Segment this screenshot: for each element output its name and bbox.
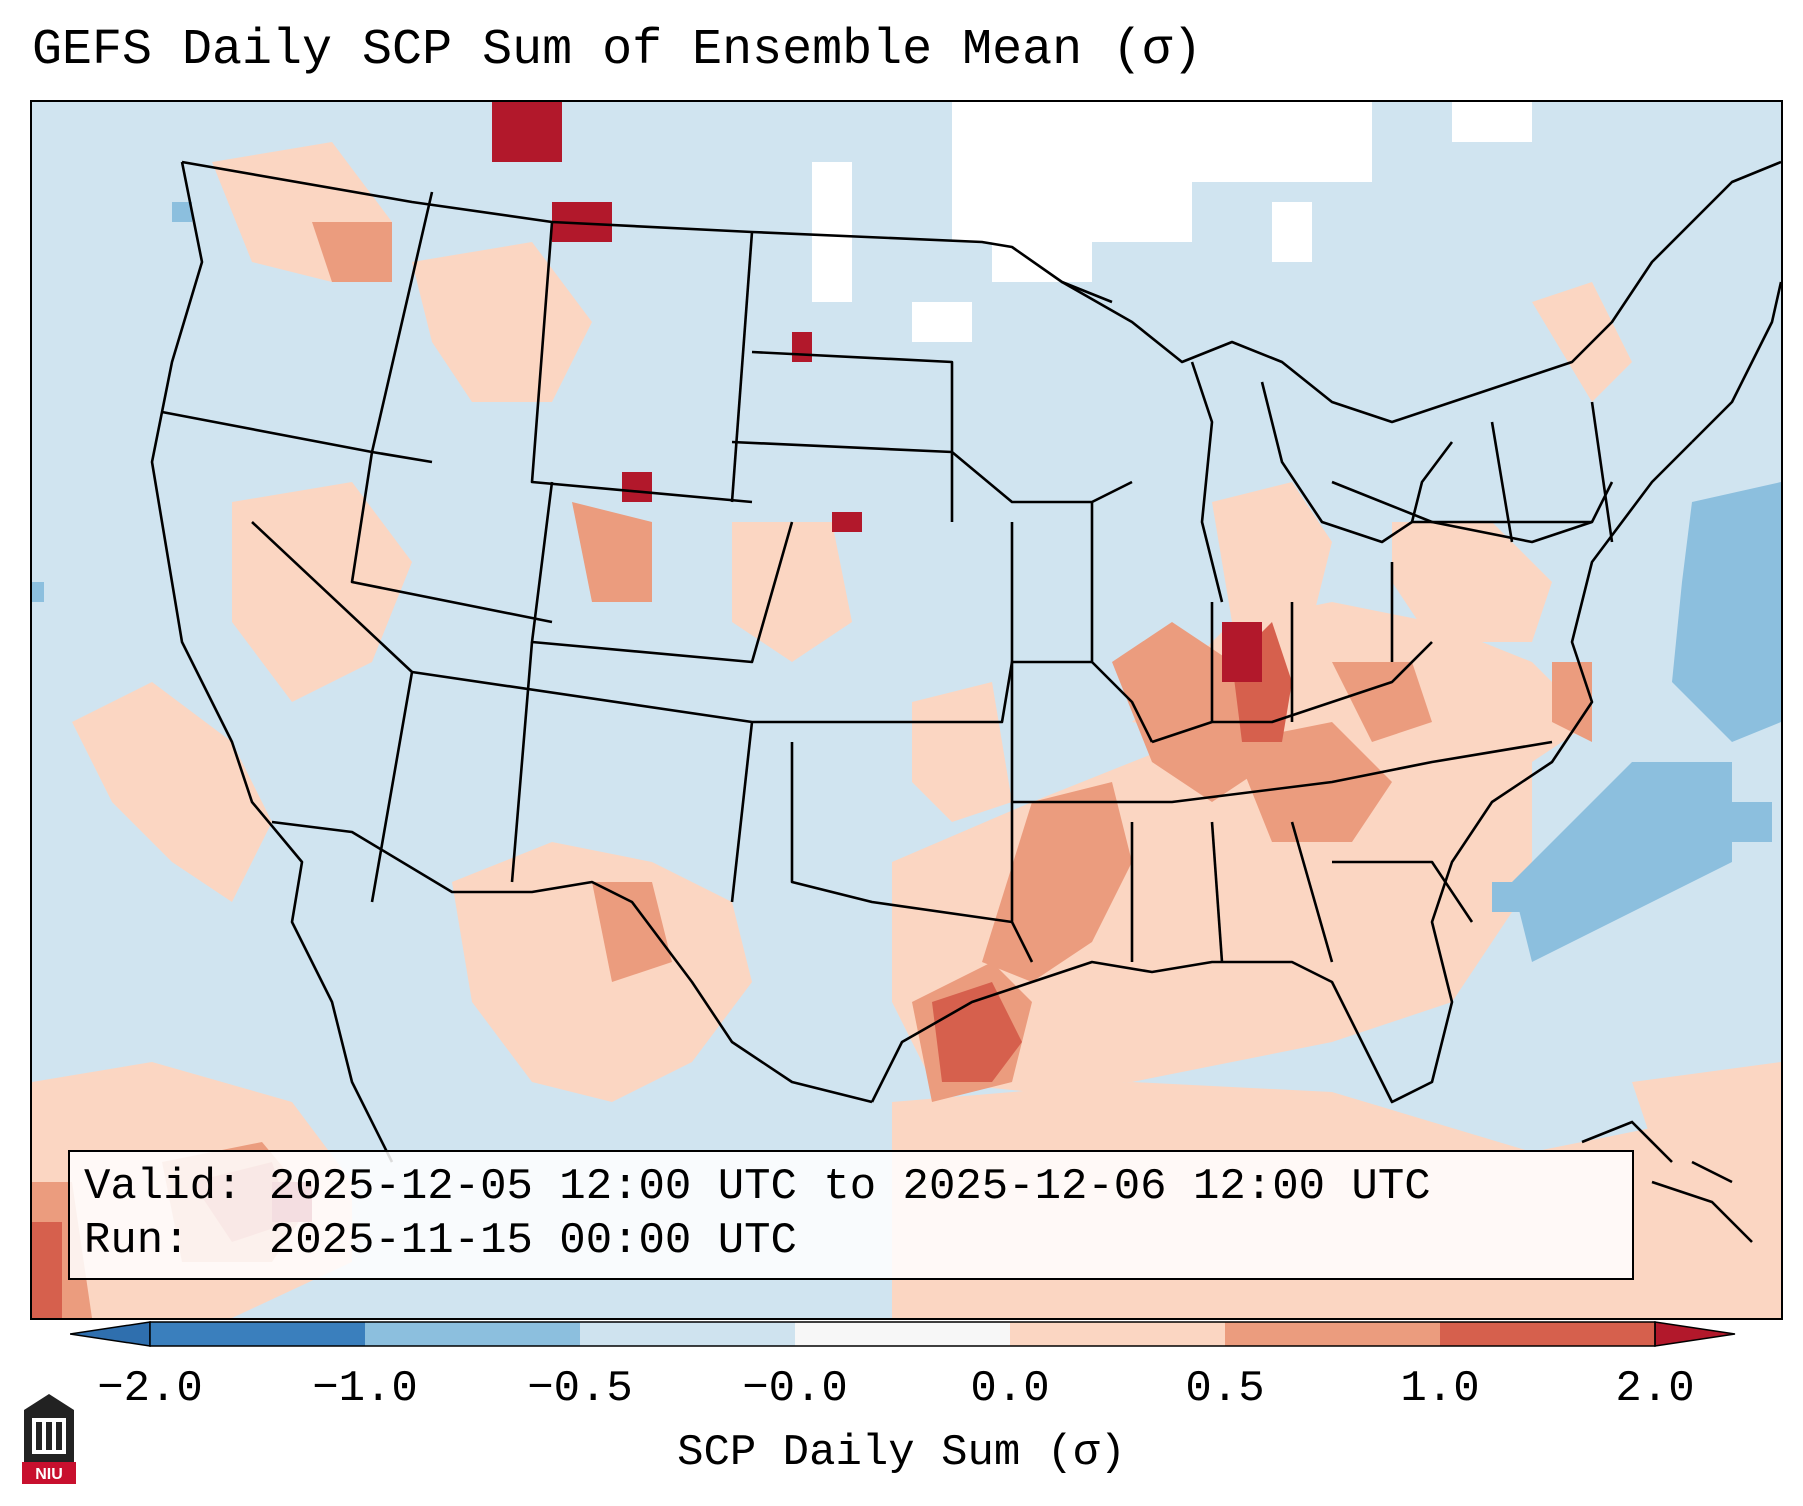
caribbean-islands — [1581, 1120, 1753, 1243]
missing-data-region — [812, 102, 1532, 342]
run-value: 2025-11-15 00:00 UTC — [268, 1216, 797, 1266]
colorbar-segment-2 — [365, 1322, 580, 1346]
logo-text: NIU — [35, 1466, 63, 1483]
university-building-icon — [24, 1394, 74, 1462]
colorbar-label: SCP Daily Sum (σ) — [677, 1428, 1126, 1478]
niu-logo: NIU — [22, 1394, 76, 1484]
colorbar-extend-min — [70, 1321, 151, 1347]
valid-label: Valid: — [84, 1162, 243, 1212]
map-canvas — [32, 102, 1781, 1318]
chart-title: GEFS Daily SCP Sum of Ensemble Mean (σ) — [32, 22, 1203, 79]
run-line: Run: 2025-11-15 00:00 UTC — [84, 1216, 797, 1266]
map-panel[interactable] — [30, 100, 1783, 1320]
colorbar-extend-max — [1654, 1321, 1736, 1347]
run-label: Run: — [84, 1216, 190, 1266]
colorbar-tick-label: 2.0 — [1615, 1364, 1695, 1414]
state-borders — [150, 160, 1781, 1163]
colorbar-tick-label: 1.0 — [1400, 1364, 1480, 1414]
colorbar-tick-label: −2.0 — [97, 1364, 203, 1414]
colorbar-tick-label: 0.5 — [1185, 1364, 1265, 1414]
valid-value: 2025-12-05 12:00 UTC to 2025-12-06 12:00… — [268, 1162, 1431, 1212]
colorbar-segment-6 — [1225, 1322, 1440, 1346]
validity-info-box: Valid: 2025-12-05 12:00 UTC to 2025-12-0… — [68, 1150, 1634, 1280]
colorbar-segment-5 — [1010, 1322, 1225, 1346]
colorbar-segment-4 — [795, 1322, 1010, 1346]
colorbar-segment-7 — [1440, 1322, 1655, 1346]
colorbar-tick-label: −0.0 — [742, 1364, 848, 1414]
negative-anomaly-field — [32, 202, 1781, 962]
colorbar — [70, 1321, 1736, 1347]
valid-line: Valid: 2025-12-05 12:00 UTC to 2025-12-0… — [84, 1162, 1431, 1212]
colorbar-segment-3 — [580, 1322, 795, 1346]
colorbar-tick-label: −1.0 — [312, 1364, 418, 1414]
colorbar-segment-1 — [150, 1322, 365, 1346]
colorbar-tick-label: 0.0 — [970, 1364, 1050, 1414]
colorbar-tick-label: −0.5 — [527, 1364, 633, 1414]
